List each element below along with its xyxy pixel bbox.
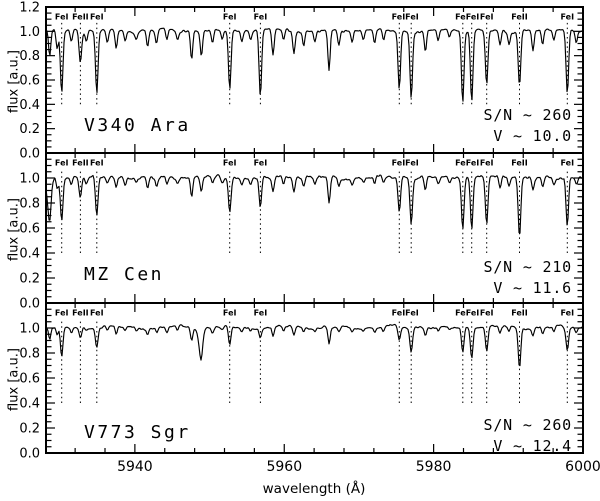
fe-line-label: FeII	[511, 309, 528, 318]
y-axis-title-panel-2: flux [a.u.]	[6, 198, 22, 261]
y-tick-label: 1.0	[19, 172, 40, 187]
y-tick-label: 0.0	[19, 447, 40, 462]
fe-line-label: FeI	[254, 309, 268, 318]
y-tick-label: 0.4	[19, 98, 40, 113]
fe-line-labels: FeI FeII FeI FeI FeI FeIFeI FeFeI FeI FeII FeI	[55, 309, 574, 318]
fe-line-label: FeIFeI	[392, 13, 419, 22]
fe-line-label: FeIFeI	[392, 159, 419, 168]
x-tick-label: 5940	[117, 459, 153, 475]
fe-line-label: FeI	[223, 159, 237, 168]
fe-line-label: FeFeI	[455, 13, 479, 22]
fe-line-label: FeII	[72, 159, 89, 168]
spectrum-curve	[45, 27, 584, 102]
spectrum-curve	[45, 174, 584, 234]
fe-line-label: FeI	[561, 13, 575, 22]
y-tick-label: 0.4	[19, 247, 40, 262]
y-tick-label: 0.4	[19, 397, 40, 412]
fe-line-label: FeI	[254, 159, 268, 168]
y-tick-label: 0.8	[19, 347, 40, 362]
y-tick-label: 0.6	[19, 74, 40, 89]
fe-line-label: FeFeI	[455, 159, 479, 168]
y-tick-label: 0.2	[19, 122, 40, 137]
v-label-v773-sgr: V ~ 12.4	[493, 437, 572, 455]
sn-label-v340-ara: S/N ~ 260	[483, 106, 572, 124]
y-axis-title-panel-1: flux [a.u.]	[6, 50, 22, 113]
fe-line-label: FeI	[561, 309, 575, 318]
fe-line-label: FeFeI	[455, 309, 479, 318]
fe-line-labels: FeI FeII FeI FeI FeI FeIFeI FeFeI FeI FeII FeI	[55, 13, 574, 22]
fe-line-label: FeII	[511, 159, 528, 168]
y-tick-labels: 1.0 0.8 0.6 0.4 0.2 0.0	[19, 172, 40, 312]
y-tick-labels: 1.0 0.8 0.6 0.4 0.2 0.0	[19, 322, 40, 462]
y-tick-label: 1.0	[19, 322, 40, 337]
line-markers	[61, 169, 568, 253]
y-tick-labels: 1.2 1.0 0.8 0.6 0.4 0.2 0.0	[19, 1, 40, 162]
x-tick-label: 6000	[565, 459, 600, 475]
y-axis-title-panel-3: flux [a.u.]	[6, 348, 22, 411]
fe-line-labels: FeI FeII FeI FeI FeI FeIFeI FeFeI FeI FeII FeI	[55, 159, 574, 168]
axis-ticks	[47, 302, 582, 454]
y-tick-label: 0.8	[19, 49, 40, 64]
fe-line-label: FeII	[72, 13, 89, 22]
fe-line-label: FeII	[72, 309, 89, 318]
fe-line-label: FeI	[55, 13, 69, 22]
panel-border	[45, 302, 584, 454]
y-tick-label: 0.2	[19, 422, 40, 437]
v-label-mz-cen: V ~ 11.6	[493, 279, 572, 297]
star-name-v773-sgr: V773 Sgr	[84, 422, 191, 443]
star-name-v340-ara: V340 Ara	[84, 115, 191, 136]
v-label-v340-ara: V ~ 10.0	[493, 127, 572, 145]
fe-line-label: FeI	[90, 13, 104, 22]
y-tick-label: 0.8	[19, 197, 40, 212]
fe-line-label: FeI	[480, 309, 494, 318]
fe-line-label: FeI	[223, 309, 237, 318]
sn-label-mz-cen: S/N ~ 210	[483, 258, 572, 276]
fe-line-label: FeI	[223, 13, 237, 22]
fe-line-label: FeI	[480, 13, 494, 22]
fe-line-label: FeI	[90, 159, 104, 168]
fe-line-label: FeI	[254, 13, 268, 22]
y-tick-label: 1.0	[19, 25, 40, 40]
x-tick-labels: 5940 5960 5980 6000	[117, 459, 600, 475]
y-tick-label: 0.0	[19, 297, 40, 312]
y-tick-label: 0.6	[19, 372, 40, 387]
fe-line-label: FeIFeI	[392, 309, 419, 318]
x-axis-title: wavelength (Å)	[262, 481, 366, 497]
x-tick-label: 5960	[266, 459, 302, 475]
x-tick-label: 5980	[416, 459, 452, 475]
sn-label-v773-sgr: S/N ~ 260	[483, 416, 572, 434]
fe-line-label: FeII	[511, 13, 528, 22]
fe-line-label: FeI	[55, 309, 69, 318]
fe-line-label: FeI	[90, 309, 104, 318]
star-name-mz-cen: MZ Cen	[84, 264, 165, 285]
y-tick-label: 0.0	[19, 147, 40, 162]
fe-line-label: FeI	[561, 159, 575, 168]
fe-line-label: FeI	[480, 159, 494, 168]
y-tick-label: 0.2	[19, 272, 40, 287]
y-tick-label: 1.2	[19, 1, 40, 16]
fe-line-label: FeI	[55, 159, 69, 168]
y-tick-label: 0.6	[19, 222, 40, 237]
spectrum-curve	[45, 323, 583, 367]
